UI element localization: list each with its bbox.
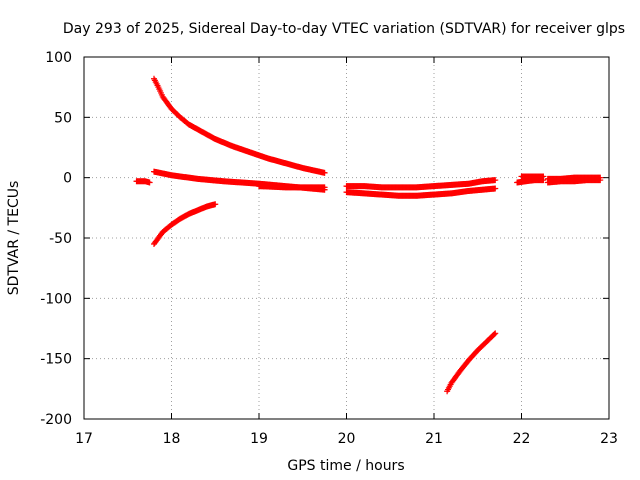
y-tick-label: -200 [40,412,72,428]
data-points [133,75,604,395]
x-tick-label: 20 [338,431,356,447]
data-series [133,178,153,186]
x-tick-label: 22 [513,431,531,447]
x-tick-label: 23 [600,431,618,447]
data-point [491,331,498,338]
data-series [444,330,499,395]
data-series [514,177,547,186]
data-point [146,179,153,186]
data-series [518,173,547,180]
data-series [151,201,219,248]
y-axis-label: SDTVAR / TECUs [6,181,22,296]
data-point [597,174,604,181]
x-tick-label: 19 [250,431,268,447]
chart-title: Day 293 of 2025, Sidereal Day-to-day VTE… [63,21,625,37]
data-point [492,330,499,337]
plot-frame [83,56,610,420]
data-point [492,185,499,192]
y-tick-label: 50 [54,110,72,126]
y-tick-label: 100 [45,50,72,66]
y-tick-label: -50 [49,231,72,247]
x-axis-label: GPS time / hours [287,458,404,474]
axis-ticks: 17 18 19 20 21 22 23 -200 -150 -100 -50 0 50 100 [40,50,618,447]
data-series [544,174,604,182]
data-series [256,183,328,191]
y-tick-label: -150 [40,352,72,368]
data-series [343,177,499,191]
data-series [343,185,499,199]
y-tick-label: 0 [63,171,72,187]
data-point [540,173,547,180]
x-tick-label: 17 [75,431,93,447]
y-tick-label: -100 [40,291,72,307]
data-series [151,75,328,176]
grid [84,57,609,419]
x-tick-label: 18 [163,431,181,447]
data-point [492,177,499,184]
data-point [321,169,328,176]
x-tick-label: 21 [425,431,443,447]
data-point [321,184,328,191]
data-point [212,201,219,208]
